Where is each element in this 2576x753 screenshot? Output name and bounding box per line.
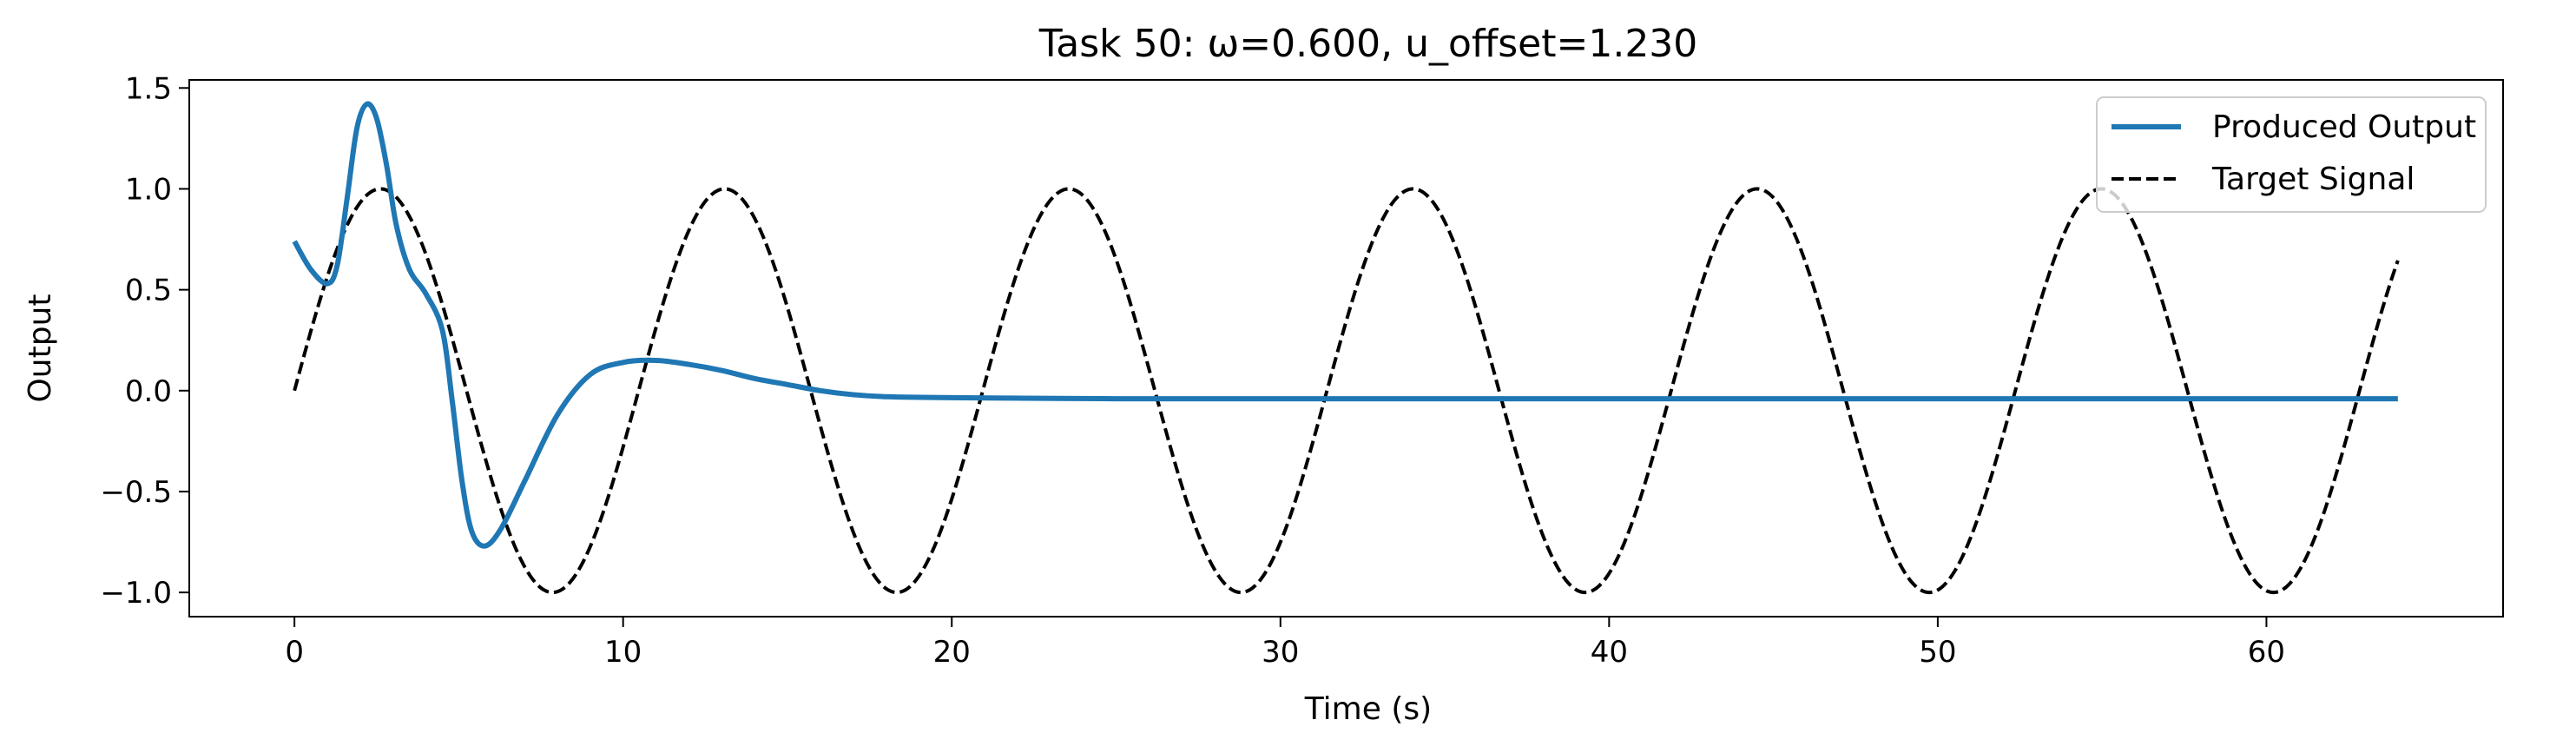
y-tick-label: −0.5 [100, 475, 172, 510]
plot-frame [188, 79, 2504, 618]
y-tick-label: 1.5 [125, 71, 172, 106]
plot-area [188, 79, 2504, 618]
y-tick-label: 1.0 [125, 172, 172, 207]
y-tick-label: 0.5 [125, 274, 172, 308]
series-produced-output [292, 101, 2398, 549]
x-tick-label: 0 [285, 635, 304, 670]
x-tick-label: 10 [604, 635, 642, 670]
series-target-signal [293, 187, 2400, 595]
legend-label-produced: Produced Output [2212, 109, 2476, 145]
x-tick-label: 30 [1262, 635, 1299, 670]
x-tick-label: 40 [1591, 635, 1628, 670]
chart-title: Task 50: ω=0.600, u_offset=1.230 [1038, 22, 1698, 66]
x-tick-label: 60 [2248, 635, 2285, 670]
y-axis: 1.5 1.0 0.5 0.0 −0.5 −1.0 [100, 71, 189, 611]
x-axis-label: Time (s) [1304, 691, 1432, 727]
legend-box [2096, 96, 2487, 213]
legend-label-target: Target Signal [2211, 162, 2415, 197]
x-axis: 0 10 20 30 40 50 60 [285, 617, 2285, 670]
x-tick-label: 50 [1919, 635, 1956, 670]
y-tick-label: 0.0 [125, 374, 172, 409]
y-axis-label: Output [23, 294, 58, 402]
x-tick-label: 20 [933, 635, 971, 670]
y-tick-label: −1.0 [100, 576, 172, 611]
legend: Produced Output Target Signal [2096, 96, 2487, 213]
